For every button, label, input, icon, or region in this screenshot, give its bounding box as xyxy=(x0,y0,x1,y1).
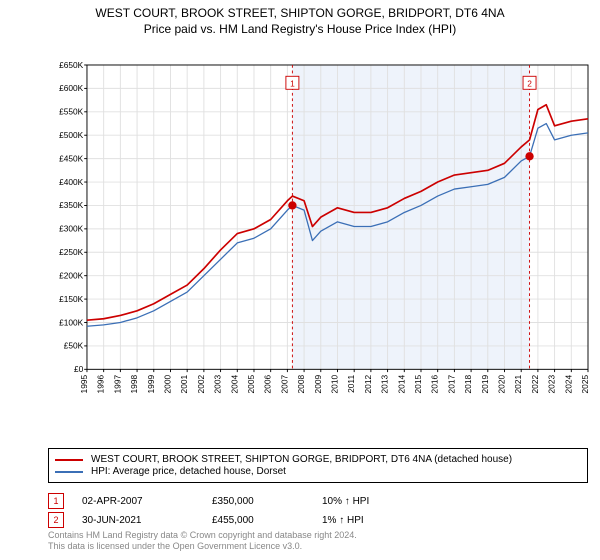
marker-price-1: £350,000 xyxy=(212,496,322,507)
svg-text:2005: 2005 xyxy=(246,375,256,394)
svg-text:2010: 2010 xyxy=(329,375,339,394)
svg-text:2007: 2007 xyxy=(279,375,289,394)
legend-box: WEST COURT, BROOK STREET, SHIPTON GORGE,… xyxy=(48,448,588,483)
footer-line-2: This data is licensed under the Open Gov… xyxy=(48,541,357,552)
svg-text:2015: 2015 xyxy=(413,375,423,394)
svg-text:2011: 2011 xyxy=(346,375,356,393)
svg-text:£450K: £450K xyxy=(59,153,84,163)
svg-text:2018: 2018 xyxy=(463,375,473,394)
chart-area: £0 £50K £100K £150K £200K £250K £300K £350K £400… xyxy=(48,46,588,418)
svg-text:2012: 2012 xyxy=(363,375,373,394)
svg-text:2017: 2017 xyxy=(446,375,456,394)
marker-badge-2: 2 xyxy=(48,512,64,528)
svg-text:2019: 2019 xyxy=(480,375,490,394)
footer-attribution: Contains HM Land Registry data © Crown c… xyxy=(48,530,357,553)
footer-line-1: Contains HM Land Registry data © Crown c… xyxy=(48,530,357,541)
svg-text:£250K: £250K xyxy=(59,247,84,257)
svg-text:£50K: £50K xyxy=(64,341,84,351)
title-line-2: Price paid vs. HM Land Registry's House … xyxy=(0,22,600,36)
marker-date-1: 02-APR-2007 xyxy=(82,496,212,507)
markers-table: 1 02-APR-2007 £350,000 10% ↑ HPI 2 30-JU… xyxy=(48,490,588,531)
svg-text:1997: 1997 xyxy=(112,375,122,394)
svg-text:1999: 1999 xyxy=(146,375,156,394)
svg-text:£600K: £600K xyxy=(59,83,84,93)
svg-text:£500K: £500K xyxy=(59,130,84,140)
svg-text:2002: 2002 xyxy=(196,375,206,394)
svg-text:2000: 2000 xyxy=(162,375,172,394)
svg-text:2004: 2004 xyxy=(229,375,239,394)
svg-text:2016: 2016 xyxy=(430,375,440,394)
legend-row: HPI: Average price, detached house, Dors… xyxy=(55,466,581,477)
svg-text:£100K: £100K xyxy=(59,317,84,327)
svg-text:2021: 2021 xyxy=(513,375,523,394)
svg-text:2022: 2022 xyxy=(530,375,540,394)
svg-text:1995: 1995 xyxy=(79,375,89,394)
marker-delta-1: 10% ↑ HPI xyxy=(322,496,432,507)
svg-text:2: 2 xyxy=(527,79,532,89)
svg-text:2009: 2009 xyxy=(313,375,323,394)
svg-text:£200K: £200K xyxy=(59,270,84,280)
legend-row: WEST COURT, BROOK STREET, SHIPTON GORGE,… xyxy=(55,454,581,465)
svg-text:£400K: £400K xyxy=(59,177,84,187)
chart-title-block: WEST COURT, BROOK STREET, SHIPTON GORGE,… xyxy=(0,0,600,36)
svg-text:2003: 2003 xyxy=(213,375,223,394)
svg-text:2024: 2024 xyxy=(563,375,573,394)
svg-text:2006: 2006 xyxy=(263,375,273,394)
svg-text:£300K: £300K xyxy=(59,224,84,234)
marker-price-2: £455,000 xyxy=(212,515,322,526)
svg-text:1: 1 xyxy=(290,79,295,89)
marker-delta-2: 1% ↑ HPI xyxy=(322,515,432,526)
svg-text:2025: 2025 xyxy=(580,375,590,394)
svg-text:2014: 2014 xyxy=(396,375,406,394)
marker-badge-1: 1 xyxy=(48,493,64,509)
svg-text:£650K: £650K xyxy=(59,60,84,70)
legend-label-2: HPI: Average price, detached house, Dors… xyxy=(91,466,286,477)
marker-row: 1 02-APR-2007 £350,000 10% ↑ HPI xyxy=(48,493,588,509)
svg-text:£550K: £550K xyxy=(59,107,84,117)
svg-text:2023: 2023 xyxy=(547,375,557,394)
marker-date-2: 30-JUN-2021 xyxy=(82,515,212,526)
legend-swatch-1 xyxy=(55,459,83,461)
legend-label-1: WEST COURT, BROOK STREET, SHIPTON GORGE,… xyxy=(91,454,512,465)
line-chart-svg: £0 £50K £100K £150K £200K £250K £300K £350K £400… xyxy=(48,46,588,418)
svg-text:2001: 2001 xyxy=(179,375,189,394)
title-line-1: WEST COURT, BROOK STREET, SHIPTON GORGE,… xyxy=(0,6,600,20)
svg-text:£150K: £150K xyxy=(59,294,84,304)
svg-text:1998: 1998 xyxy=(129,375,139,394)
svg-text:2013: 2013 xyxy=(380,375,390,394)
svg-text:£350K: £350K xyxy=(59,200,84,210)
svg-text:£0: £0 xyxy=(74,364,84,374)
svg-text:1996: 1996 xyxy=(96,375,106,394)
legend-swatch-2 xyxy=(55,471,83,473)
svg-text:2008: 2008 xyxy=(296,375,306,394)
svg-text:2020: 2020 xyxy=(496,375,506,394)
marker-row: 2 30-JUN-2021 £455,000 1% ↑ HPI xyxy=(48,512,588,528)
